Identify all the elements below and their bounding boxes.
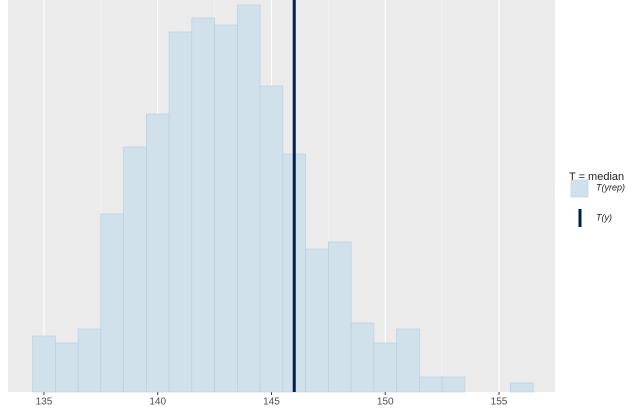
bar [123, 146, 147, 393]
bar [77, 328, 102, 393]
bar [191, 17, 215, 393]
bar [350, 322, 375, 393]
bar [419, 376, 443, 393]
bar [259, 85, 284, 393]
x-tick-label: 145 [263, 397, 280, 408]
bar [214, 24, 238, 393]
bar [32, 335, 56, 393]
bar [237, 4, 261, 393]
bar [305, 248, 329, 393]
bar [373, 342, 397, 393]
legend-label: T(y) [596, 212, 612, 222]
bar [328, 241, 352, 393]
x-tick-label: 150 [377, 397, 394, 408]
x-tick-label: 135 [36, 397, 53, 408]
legend-label: T(yrep) [596, 182, 625, 192]
legend-key [570, 179, 589, 198]
bar [100, 213, 124, 393]
bar [146, 113, 170, 393]
bar [441, 376, 466, 393]
x-tick-label: 155 [491, 397, 508, 408]
x-tick-label: 140 [149, 397, 166, 408]
bar [510, 382, 534, 393]
bar [168, 31, 193, 393]
bar [396, 328, 420, 393]
bar [55, 342, 79, 393]
